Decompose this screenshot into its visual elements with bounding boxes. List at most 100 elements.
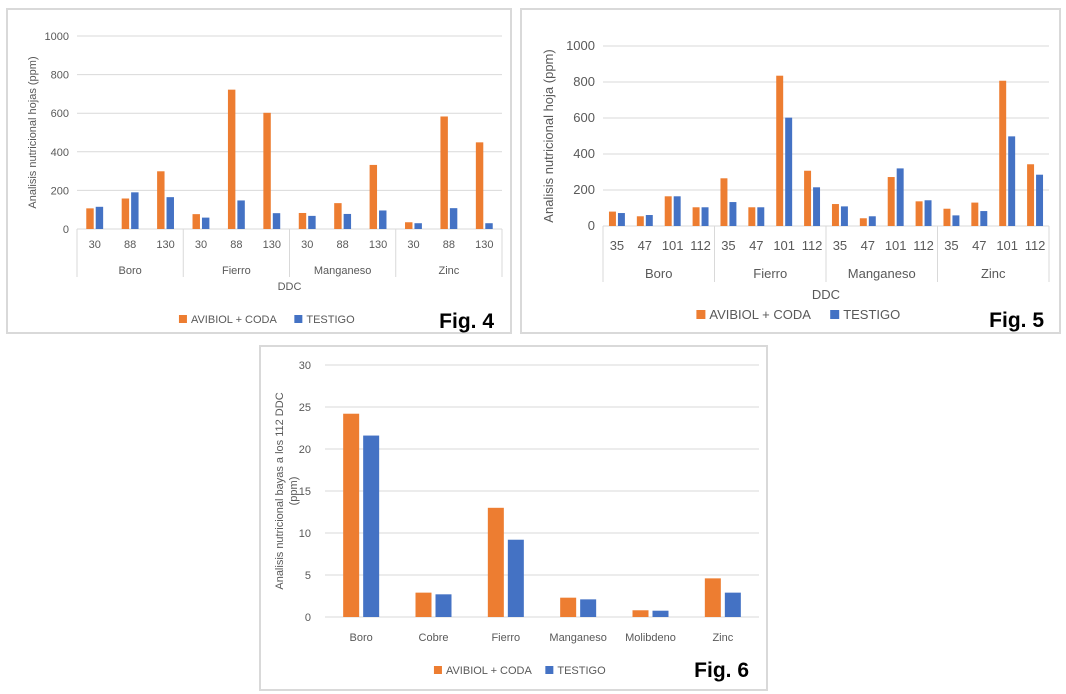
x-tick-label: 130: [475, 239, 493, 251]
bar-testigo: [580, 599, 597, 617]
bar-avibiol-coda: [227, 89, 236, 230]
x-tick-label: 88: [337, 239, 349, 251]
y-tick-label: 0: [588, 218, 595, 233]
bar-avibiol-coda: [831, 204, 839, 226]
bar-testigo: [868, 216, 876, 226]
bar-testigo: [724, 592, 741, 617]
bar-testigo: [617, 213, 625, 226]
legend-label-testigo: TESTIGO: [843, 307, 900, 322]
bar-testigo: [896, 168, 904, 226]
bar-avibiol-coda: [487, 507, 504, 617]
group-label: Fierro: [222, 265, 251, 277]
legend-swatch-testigo: [830, 310, 840, 319]
x-tick-label: 88: [443, 239, 455, 251]
bar-avibiol-coda: [405, 222, 413, 229]
bar-testigo: [840, 206, 848, 226]
x-tick-label: 130: [369, 239, 387, 251]
bar-avibiol-coda: [608, 211, 616, 226]
x-tick-label: Manganeso: [549, 632, 607, 644]
x-tick-label: Boro: [350, 632, 373, 644]
y-axis-title-line-2: (ppm): [288, 477, 300, 506]
group-label: Zinc: [438, 265, 459, 277]
y-axis-title-line-1: Analisis nutricional bayas a los 112 DDC: [274, 392, 286, 589]
bar-avibiol-coda: [440, 116, 448, 229]
figure-6-chart: 0 5 10 15 20 25 30 Boro Cobre Fierro Manganeso Moli…: [274, 360, 759, 682]
bar-avibiol-coda: [887, 177, 895, 226]
bar-avibiol-coda: [636, 216, 644, 226]
legend-label-testigo: TESTIGO: [306, 314, 355, 326]
x-tick-label: 112: [802, 238, 823, 253]
legend-label-avibiol-coda: AVIBIOL + CODA: [191, 314, 278, 326]
bar-avibiol-coda: [86, 208, 94, 229]
bar-avibiol-coda: [334, 203, 342, 229]
x-tick-label: 35: [944, 238, 958, 253]
figure-5-chart: 0 200 400 600 800 1000 35 47 101 112 35 47 101 112 35 4…: [541, 38, 1050, 332]
y-tick-label: 800: [51, 70, 69, 82]
x-tick-label: 88: [230, 239, 242, 251]
bar-avibiol-coda: [915, 201, 923, 226]
bar-avibiol-coda: [999, 80, 1007, 227]
legend-label-avibiol-coda: AVIBIOL + CODA: [709, 307, 811, 322]
x-tick-label: 30: [195, 239, 207, 251]
bar-avibiol-coda: [1027, 164, 1035, 226]
y-tick-label: 200: [573, 182, 595, 197]
group-label: Zinc: [981, 266, 1006, 281]
bar-avibiol-coda: [343, 413, 360, 617]
figure-5-panel: 0 200 400 600 800 1000 35 47 101 112 35 47 101 112 35 4…: [520, 8, 1061, 334]
x-tick-label: 101: [885, 238, 907, 253]
bar-testigo: [813, 187, 821, 226]
legend-swatch-avibiol-coda: [433, 666, 442, 674]
x-tick-label: 112: [913, 238, 934, 253]
y-tick-label: 20: [299, 444, 311, 456]
bar-avibiol-coda: [192, 214, 200, 229]
group-label: Manganeso: [314, 265, 372, 277]
bar-testigo: [131, 192, 139, 229]
bar-testigo: [701, 207, 709, 226]
bar-avibiol-coda: [720, 178, 728, 226]
bar-avibiol-coda: [748, 207, 756, 226]
x-tick-label: 30: [301, 239, 313, 251]
legend-swatch-testigo: [294, 315, 303, 323]
x-tick-label: 35: [833, 238, 847, 253]
y-tick-label: 0: [63, 224, 69, 236]
bar-avibiol-coda: [704, 578, 721, 617]
x-tick-label: Fierro: [491, 632, 520, 644]
x-axis-title: DDC: [278, 281, 302, 293]
group-label: Boro: [119, 265, 142, 277]
y-tick-label: 30: [299, 360, 311, 372]
y-tick-label: 15: [299, 486, 311, 498]
bar-testigo: [673, 196, 681, 226]
bar-testigo: [379, 210, 387, 229]
group-label: Fierro: [753, 266, 787, 281]
x-tick-label: 130: [263, 239, 281, 251]
x-tick-label: 47: [638, 238, 652, 253]
bar-testigo: [1036, 174, 1044, 226]
bar-testigo: [645, 215, 653, 226]
x-tick-label: 88: [124, 239, 136, 251]
x-tick-label: 101: [996, 238, 1018, 253]
y-tick-label: 200: [51, 185, 69, 197]
bar-testigo: [652, 610, 669, 617]
bar-avibiol-coda: [692, 207, 700, 226]
group-label: Manganeso: [848, 266, 916, 281]
bar-testigo: [363, 435, 380, 617]
x-tick-label: 112: [1025, 238, 1046, 253]
y-tick-label: 5: [305, 570, 311, 582]
bar-avibiol-coda: [632, 610, 649, 617]
x-tick-label: Zinc: [712, 632, 733, 644]
bar-testigo: [272, 213, 281, 229]
y-axis-title: Analisis nutricional hojas (ppm): [27, 56, 39, 208]
legend-label-avibiol-coda: AVIBIOL + CODA: [446, 665, 533, 677]
x-tick-label: 30: [89, 239, 101, 251]
bar-avibiol-coda: [475, 142, 484, 229]
y-axis-title: Analisis nutricional hoja (ppm): [541, 49, 556, 222]
bar-testigo: [308, 215, 316, 229]
figure-4-panel: 0 200 400 600 800 1000 30 88 130 30 88 130 30 88 130 30…: [6, 8, 512, 334]
bar-avibiol-coda: [560, 597, 577, 617]
y-tick-label: 0: [305, 612, 311, 624]
bar-testigo: [757, 207, 765, 226]
bar-avibiol-coda: [776, 75, 784, 226]
legend-swatch-avibiol-coda: [696, 310, 706, 319]
bar-avibiol-coda: [415, 592, 432, 617]
bar-avibiol-coda: [804, 170, 812, 226]
